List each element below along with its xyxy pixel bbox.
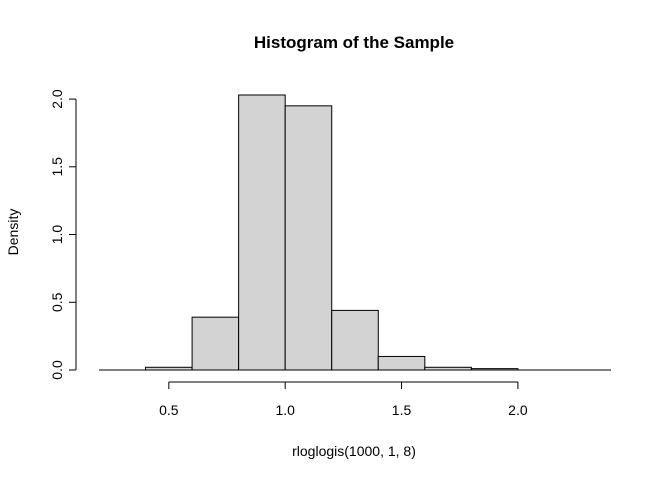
x-axis: 0.5 1.0 1.5 2.0	[159, 381, 528, 418]
chart-title: Histogram of the Sample	[254, 33, 454, 52]
histogram-bar	[377, 355, 426, 371]
histogram-bar	[331, 309, 379, 371]
histogram-bar	[284, 105, 333, 371]
plot-area	[99, 94, 611, 371]
histogram-bar	[191, 316, 240, 371]
histogram-bar	[424, 366, 472, 371]
x-axis-label: rloglogis(1000, 1, 8)	[292, 443, 416, 459]
histogram-bar	[238, 94, 286, 371]
y-tick-label: 0.0	[49, 360, 65, 380]
x-tick-label: 1.0	[275, 402, 295, 418]
histogram-bar	[470, 368, 519, 371]
y-axis-label: Density	[5, 209, 21, 256]
x-tick-label: 0.5	[159, 402, 179, 418]
y-tick-label: 0.5	[49, 292, 65, 312]
y-tick-label: 2.0	[49, 89, 65, 109]
y-tick-label: 1.5	[49, 157, 65, 177]
y-tick-label: 1.0	[49, 225, 65, 245]
x-tick-label: 2.0	[508, 402, 528, 418]
x-tick-label: 1.5	[392, 402, 412, 418]
y-axis: 0.0 0.5 1.0 1.5 2.0	[49, 89, 77, 380]
histogram-bar	[145, 366, 193, 371]
